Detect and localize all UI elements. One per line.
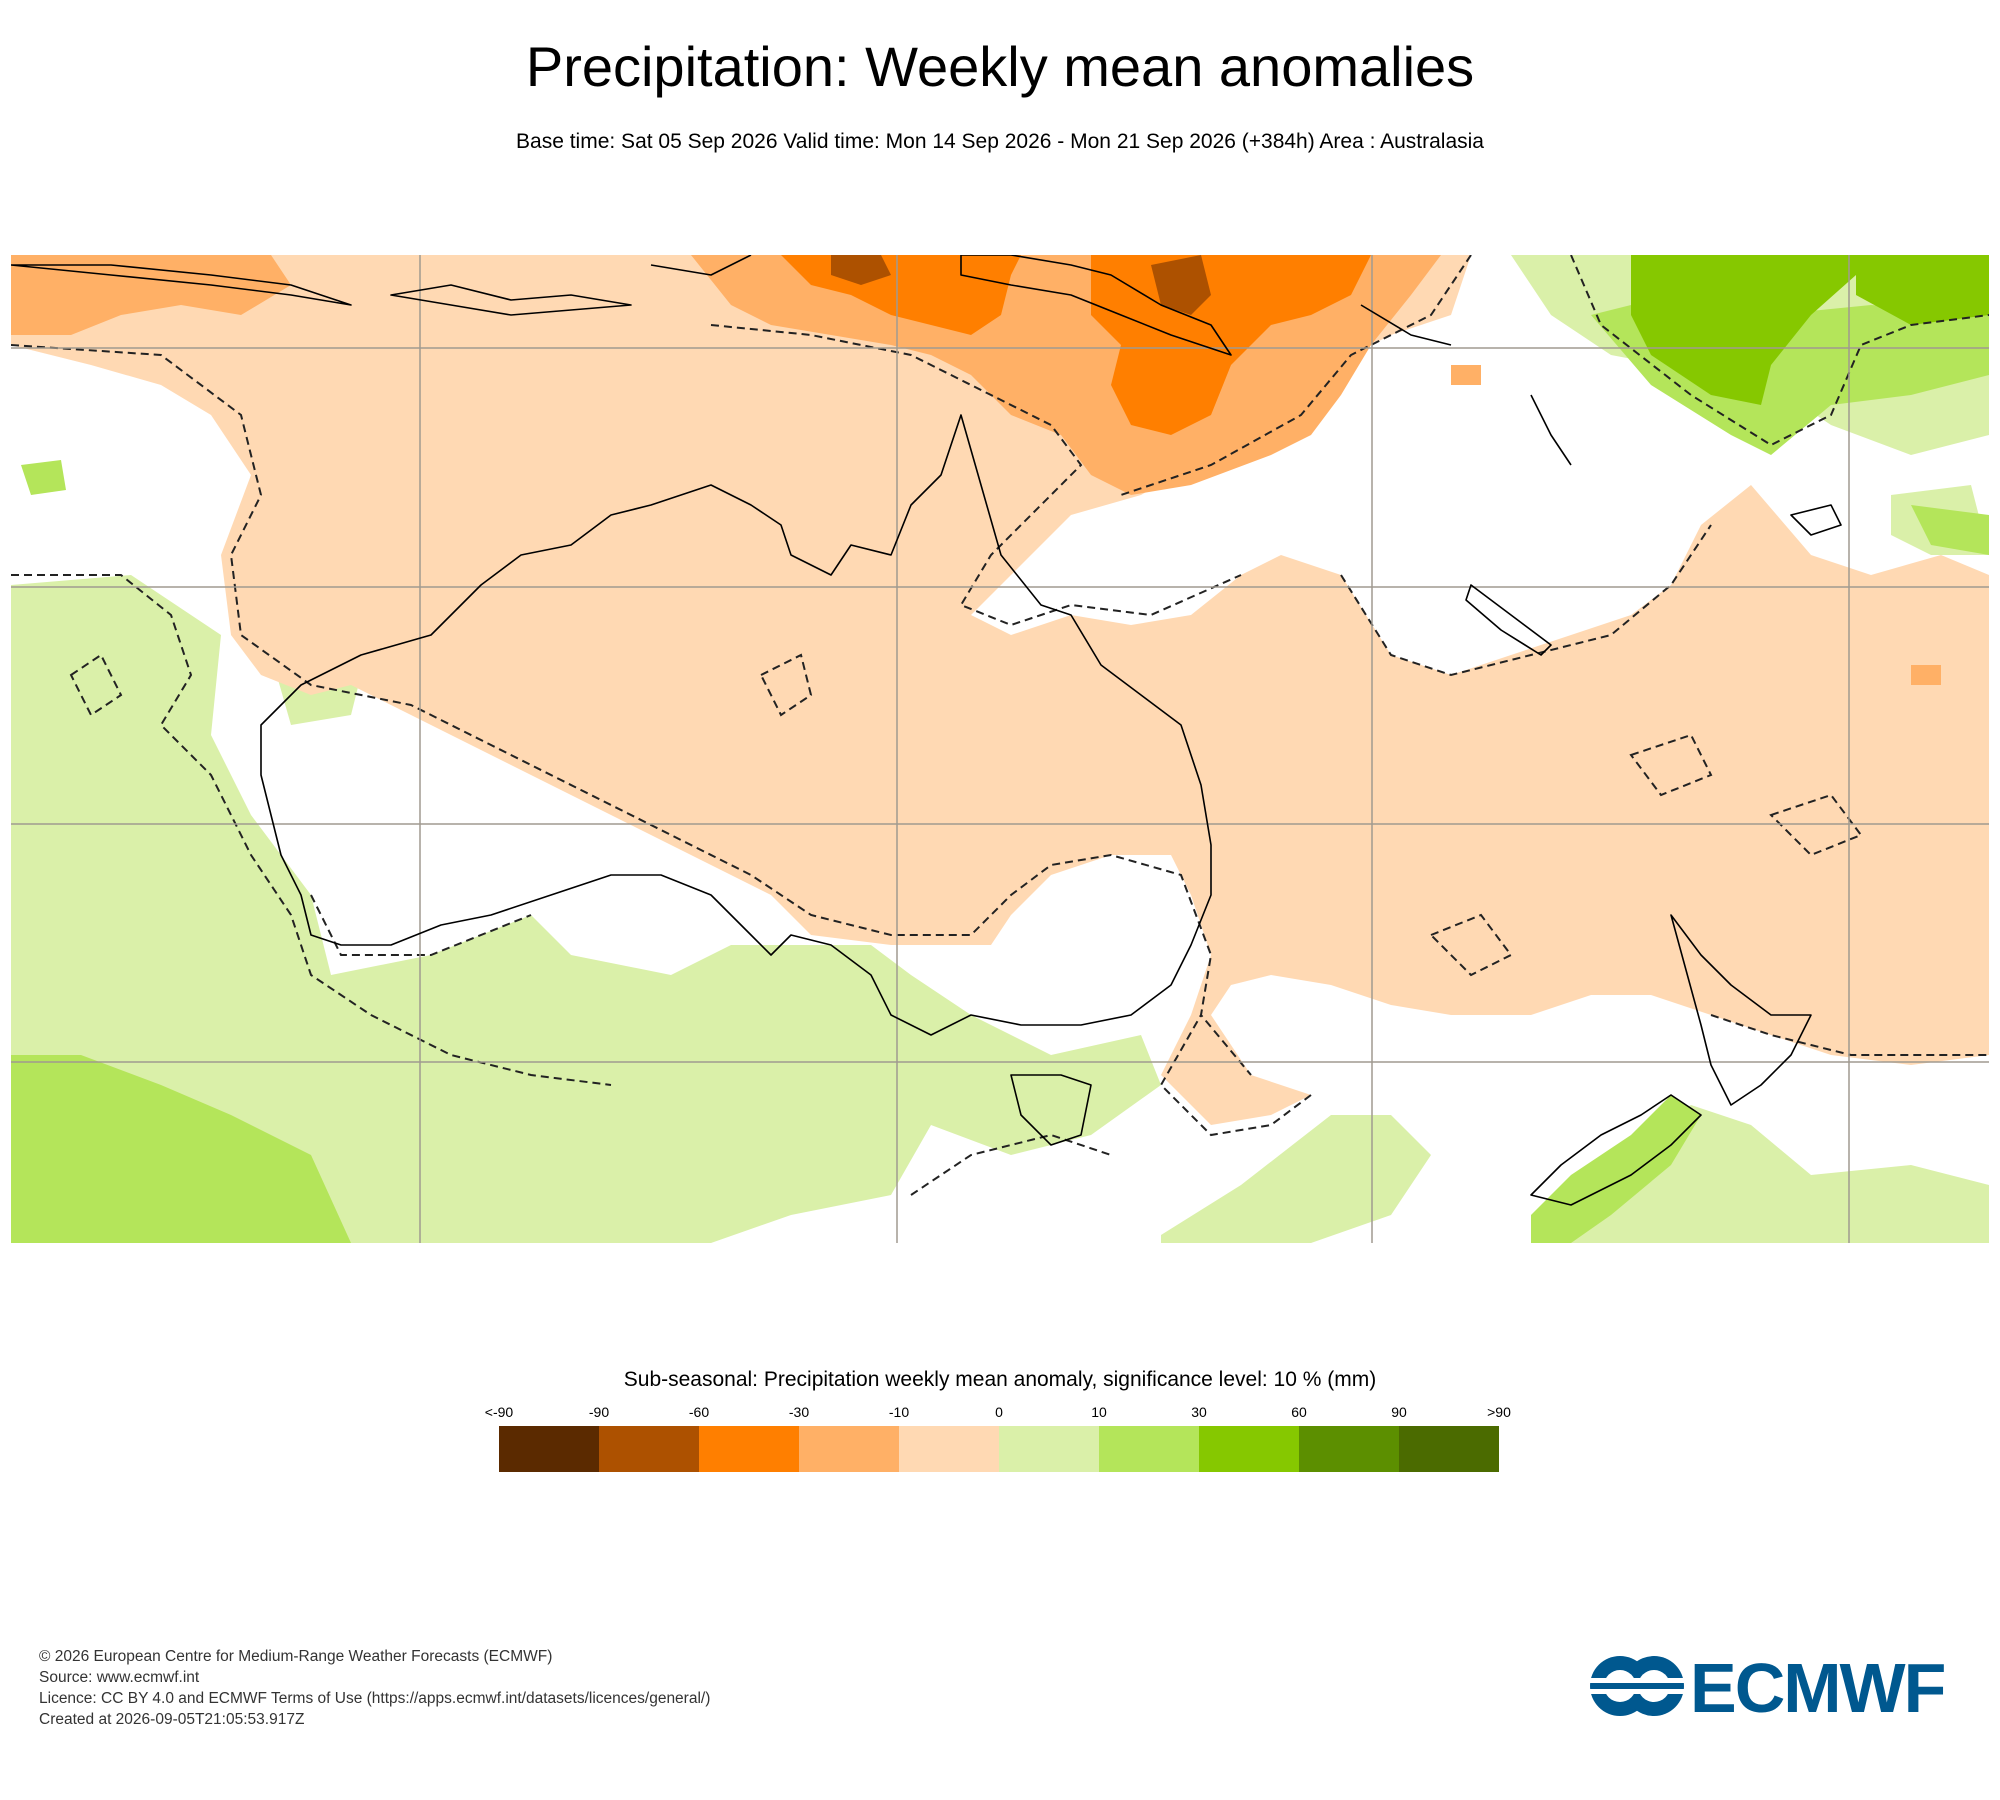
color-legend: <-90 -90 -60 -30 -10 0 10 30 60 90 >90	[485, 1404, 1511, 1472]
legend-tick-label: 10	[1091, 1404, 1107, 1420]
map-gridlines	[11, 255, 1989, 1243]
legend-tick-label: 30	[1191, 1404, 1207, 1420]
legend-swatch	[1299, 1426, 1399, 1472]
legend-tick-label: -60	[688, 1404, 710, 1420]
precipitation-anomaly-map	[11, 255, 1989, 1243]
footer-created: Created at 2026-09-05T21:05:53.917Z	[39, 1711, 305, 1728]
legend-swatch	[999, 1426, 1099, 1472]
chart-subtitle: Base time: Sat 05 Sep 2026 Valid time: M…	[516, 130, 1484, 153]
legend-tick-label: -90	[588, 1404, 610, 1420]
legend-tick-label: <-90	[484, 1404, 514, 1420]
ecmwf-logo-text: ECMWF	[1690, 1649, 1946, 1727]
footer: © 2026 European Centre for Medium-Range …	[39, 1646, 710, 1730]
significance-contours	[11, 255, 1989, 1196]
anomaly-neg90-neg60-areas	[831, 255, 1211, 315]
anomaly-0-10-areas	[11, 255, 1989, 1243]
new-zealand-north-coastline	[1670, 914, 1812, 1106]
coastlines	[11, 255, 1842, 1206]
legend-tick-label: 0	[995, 1404, 1003, 1420]
legend-title: Sub-seasonal: Precipitation weekly mean …	[623, 1368, 1377, 1391]
anomaly-neg10-0-areas	[11, 255, 1989, 1125]
legend-swatch	[799, 1426, 899, 1472]
legend-swatch	[599, 1426, 699, 1472]
legend-tick-label: >90	[1487, 1404, 1511, 1420]
footer-copyright: © 2026 European Centre for Medium-Range …	[39, 1648, 553, 1665]
legend-swatch	[899, 1426, 999, 1472]
legend-swatch	[1199, 1426, 1299, 1472]
chart-title: Precipitation: Weekly mean anomalies	[525, 35, 1475, 98]
footer-source: Source: www.ecmwf.int	[39, 1669, 200, 1686]
legend-tick-label: -30	[788, 1404, 810, 1420]
tasmania-coastline	[1010, 1074, 1092, 1146]
footer-licence: Licence: CC BY 4.0 and ECMWF Terms of Us…	[39, 1690, 711, 1707]
ecmwf-logo: ECMWF	[1588, 1649, 1964, 1727]
new-guinea-coastline	[960, 255, 1232, 356]
legend-tick-label: 90	[1391, 1404, 1407, 1420]
australia-coastline	[260, 414, 1212, 1036]
legend-tick-label: 60	[1291, 1404, 1307, 1420]
legend-swatch	[1399, 1426, 1499, 1472]
legend-swatch	[1099, 1426, 1199, 1472]
legend-tick-label: -10	[888, 1404, 910, 1420]
anomaly-30-60-areas	[1631, 255, 1989, 405]
ecmwf-logo-icon	[1588, 1656, 1688, 1716]
legend-swatch	[499, 1426, 599, 1472]
legend-swatch	[699, 1426, 799, 1472]
new-zealand-south-coastline	[1530, 1094, 1702, 1206]
